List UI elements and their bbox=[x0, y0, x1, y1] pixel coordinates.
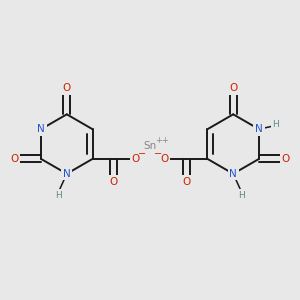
Text: O: O bbox=[63, 83, 71, 93]
Text: N: N bbox=[63, 169, 71, 179]
Text: N: N bbox=[37, 124, 45, 134]
Text: N: N bbox=[229, 169, 237, 179]
Text: H: H bbox=[238, 191, 245, 200]
Text: Sn: Sn bbox=[143, 140, 157, 151]
Text: O: O bbox=[281, 154, 290, 164]
Text: N: N bbox=[255, 124, 263, 134]
Text: −: − bbox=[138, 149, 146, 159]
Text: O: O bbox=[110, 177, 118, 187]
Text: O: O bbox=[229, 83, 237, 93]
Text: O: O bbox=[11, 154, 19, 164]
Text: H: H bbox=[272, 120, 279, 129]
Text: ++: ++ bbox=[156, 136, 170, 145]
Text: O: O bbox=[160, 154, 168, 164]
Text: O: O bbox=[132, 154, 140, 164]
Text: O: O bbox=[182, 177, 190, 187]
Text: H: H bbox=[55, 191, 62, 200]
Text: −: − bbox=[154, 149, 162, 159]
